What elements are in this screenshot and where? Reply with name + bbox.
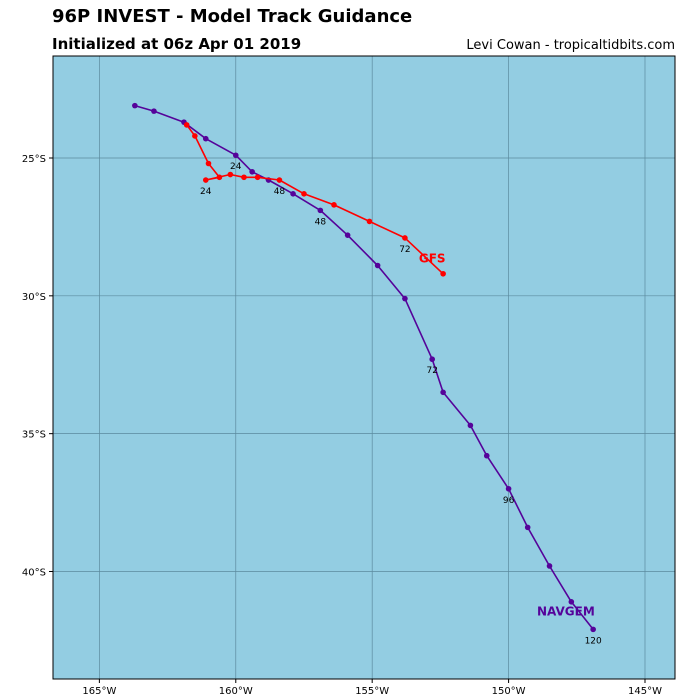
track-point [505, 485, 512, 492]
lat-tick-label: 30°S [22, 292, 46, 303]
track-point [202, 177, 209, 183]
track-navgem: 24 48 72 96 120 NAVGEM [132, 102, 602, 646]
track-point [568, 599, 575, 605]
track-point [276, 177, 283, 183]
track-point [402, 235, 408, 241]
forecast-hour-label: 120 [585, 636, 602, 646]
track-point [132, 102, 138, 109]
forecast-hour-label: 72 [399, 245, 410, 255]
track-point [344, 232, 351, 238]
forecast-hour-label: 24 [230, 162, 242, 172]
forecast-hour-label: 48 [274, 187, 286, 197]
track-point [205, 160, 212, 167]
lon-tick-label: 155°W [355, 686, 389, 697]
track-point [183, 122, 190, 128]
track-point [524, 524, 531, 531]
track-point [440, 389, 446, 396]
track-point [202, 135, 209, 142]
track-point [301, 191, 307, 197]
lon-tick-label: 150°W [492, 686, 526, 697]
track-point [546, 563, 553, 569]
track-point [467, 422, 474, 429]
forecast-hour-label: 24 [200, 187, 212, 197]
forecast-hour-label: 96 [503, 496, 515, 506]
track-point [402, 295, 408, 302]
track-point [216, 174, 223, 181]
track-point [440, 270, 446, 277]
track-point [374, 262, 381, 269]
lat-tick-label: 40°S [22, 567, 46, 578]
track-point [227, 171, 234, 178]
credit-text: Levi Cowan - tropicaltidbits.com [466, 38, 675, 53]
chart-title: 96P INVEST - Model Track Guidance [52, 6, 413, 27]
model-tracks: 24 48 72 96 120 NAVGEM 24 48 72 GFS [132, 102, 602, 646]
track-line [186, 124, 444, 275]
track-point [429, 356, 436, 363]
lat-tick-label: 35°S [22, 430, 46, 441]
track-point [249, 168, 255, 175]
lon-tick-label: 160°W [219, 686, 253, 697]
lon-tick-label: 165°W [82, 686, 116, 697]
track-point [483, 452, 490, 459]
track-gfs: 24 48 72 GFS [183, 122, 446, 277]
axis-labels: 165°W 160°W 155°W 150°W 145°W 25°S 30°S 35°S 40°… [22, 154, 662, 697]
ocean-background [53, 56, 675, 679]
track-point [331, 202, 337, 208]
track-point [232, 152, 239, 159]
track-point [366, 218, 373, 225]
map-frame [52, 55, 676, 680]
track-name-label: GFS [419, 252, 446, 266]
forecast-hour-label: 72 [426, 366, 437, 376]
track-point [192, 133, 198, 139]
track-point [290, 191, 296, 197]
track-point [151, 108, 157, 114]
track-point [254, 174, 261, 181]
lat-tick-label: 25°S [22, 154, 46, 165]
forecast-hour-label: 48 [315, 217, 327, 227]
lon-tick-label: 145°W [628, 686, 662, 697]
track-point [317, 207, 324, 214]
track-name-label: NAVGEM [537, 605, 595, 619]
track-point [590, 626, 596, 633]
track-point [241, 174, 247, 181]
grid-lines [53, 56, 675, 679]
chart-subtitle: Initialized at 06z Apr 01 2019 [52, 35, 302, 53]
